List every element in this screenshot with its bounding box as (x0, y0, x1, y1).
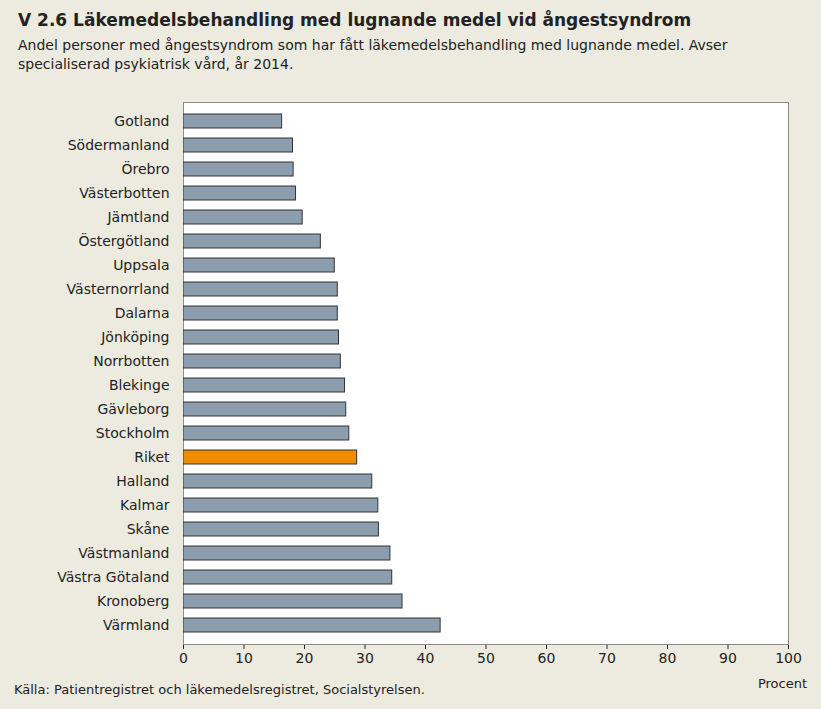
html-text:Andel personer med ångestsyndr: Andel personer med ångestsyndrom som har… (18, 37, 728, 72)
svg-text:Östergötland: Östergötland (78, 232, 169, 249)
svg-text:Riket: Riket (134, 449, 170, 465)
svg-text:Kronoberg: Kronoberg (97, 593, 170, 609)
svg-text:Jönköping: Jönköping (100, 329, 169, 345)
svg-text:40: 40 (417, 650, 435, 666)
html-text:Källa: Patientregistret och lä: Källa: Patientregistret och läkemedelsre… (14, 682, 425, 697)
svg-text:Örebro: Örebro (122, 160, 170, 177)
svg-text:Norrbotten: Norrbotten (93, 353, 169, 369)
svg-text:100: 100 (775, 650, 802, 666)
svg-text:Västerbotten: Västerbotten (79, 185, 169, 201)
svg-text:90: 90 (719, 650, 737, 666)
svg-text:Halland: Halland (116, 473, 169, 489)
svg-text:Södermanland: Södermanland (68, 137, 170, 153)
svg-text:Västmanland: Västmanland (78, 545, 169, 561)
svg-text:Uppsala: Uppsala (113, 257, 169, 273)
svg-text:30: 30 (356, 650, 374, 666)
svg-text:Kalmar: Kalmar (120, 497, 170, 513)
svg-text:0: 0 (179, 650, 188, 666)
svg-text:Skåne: Skåne (127, 521, 170, 537)
svg-text:Västra Götaland: Västra Götaland (57, 569, 169, 585)
svg-text:Jämtland: Jämtland (106, 209, 169, 225)
svg-text:Västernorrland: Västernorrland (67, 281, 170, 297)
svg-text:Stockholm: Stockholm (96, 425, 170, 441)
svg-text:80: 80 (659, 650, 677, 666)
svg-text:Värmland: Värmland (103, 617, 169, 633)
svg-text:Gävleborg: Gävleborg (97, 401, 169, 417)
html-text:V 2.6 Läkemedelsbehandling med: V 2.6 Läkemedelsbehandling med lugnande … (18, 10, 692, 30)
html-text:Procent: Procent (757, 676, 807, 691)
svg-text:Blekinge: Blekinge (109, 377, 169, 393)
svg-text:Gotland: Gotland (114, 113, 169, 129)
svg-text:70: 70 (598, 650, 616, 666)
svg-text:20: 20 (296, 650, 314, 666)
svg-text:Dalarna: Dalarna (115, 305, 170, 321)
svg-text:60: 60 (538, 650, 556, 666)
svg-text:50: 50 (477, 650, 495, 666)
svg-text:10: 10 (235, 650, 253, 666)
